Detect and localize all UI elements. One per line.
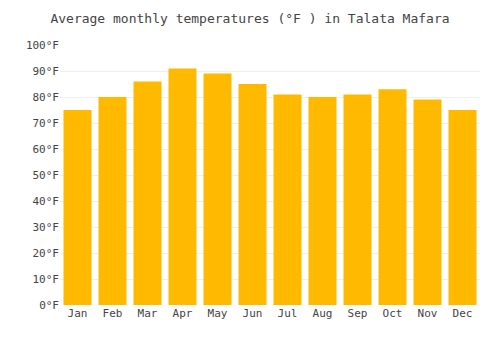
svg-text:Sep: Sep — [348, 307, 368, 320]
svg-text:Aug: Aug — [313, 307, 333, 320]
svg-text:Nov: Nov — [418, 307, 438, 320]
svg-text:Jul: Jul — [278, 307, 298, 320]
svg-text:Feb: Feb — [103, 307, 123, 320]
svg-text:Dec: Dec — [453, 307, 473, 320]
svg-text:60°F: 60°F — [33, 143, 60, 156]
svg-text:10°F: 10°F — [33, 273, 60, 286]
svg-text:May: May — [208, 307, 228, 320]
svg-text:90°F: 90°F — [33, 65, 60, 78]
svg-text:50°F: 50°F — [33, 169, 60, 182]
svg-text:Average monthly temperatures (: Average monthly temperatures (°F ) in Ta… — [50, 11, 449, 26]
svg-text:Apr: Apr — [173, 307, 193, 320]
svg-text:Jan: Jan — [68, 307, 88, 320]
svg-text:30°F: 30°F — [33, 221, 60, 234]
svg-text:20°F: 20°F — [33, 247, 60, 260]
svg-text:40°F: 40°F — [33, 195, 60, 208]
svg-text:Jun: Jun — [243, 307, 263, 320]
svg-text:Mar: Mar — [138, 307, 158, 320]
svg-text:70°F: 70°F — [33, 117, 60, 130]
svg-text:0°F: 0°F — [39, 299, 59, 312]
svg-text:100°F: 100°F — [26, 39, 59, 52]
svg-text:80°F: 80°F — [33, 91, 60, 104]
svg-text:Oct: Oct — [383, 307, 403, 320]
